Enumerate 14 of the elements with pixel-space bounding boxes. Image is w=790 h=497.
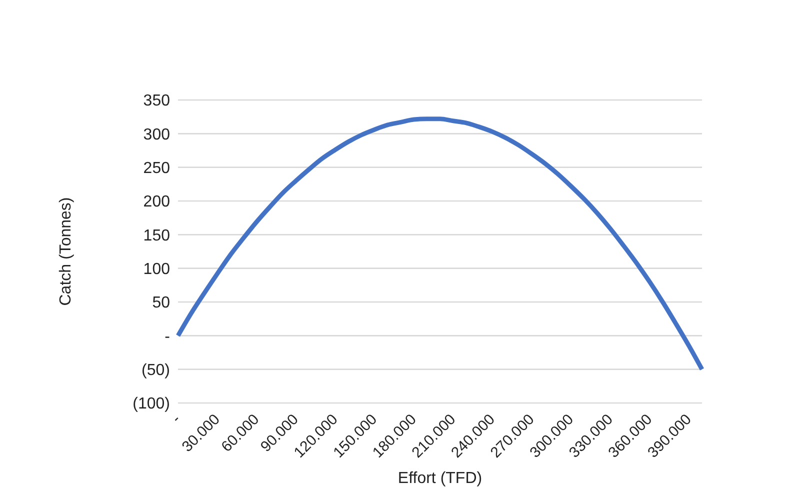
- y-axis-title: Catch (Tonnes): [58, 197, 75, 306]
- y-tick-label: (50): [142, 362, 170, 380]
- line-series: [176, 116, 704, 372]
- y-tick-label: 350: [143, 92, 170, 110]
- y-tick-label: 250: [143, 160, 170, 178]
- x-axis-title: Effort (TFD): [398, 470, 482, 487]
- y-tick-label: 200: [143, 194, 170, 211]
- y-tick-label: 150: [143, 227, 170, 244]
- y-tick-label: 50: [152, 294, 170, 312]
- y-tick-label: 100: [143, 261, 170, 278]
- y-tick-label: 300: [143, 126, 170, 144]
- y-tick-label: (100): [132, 396, 170, 413]
- x-tick-label: -: [168, 410, 184, 427]
- y-tick-label: -: [164, 328, 170, 346]
